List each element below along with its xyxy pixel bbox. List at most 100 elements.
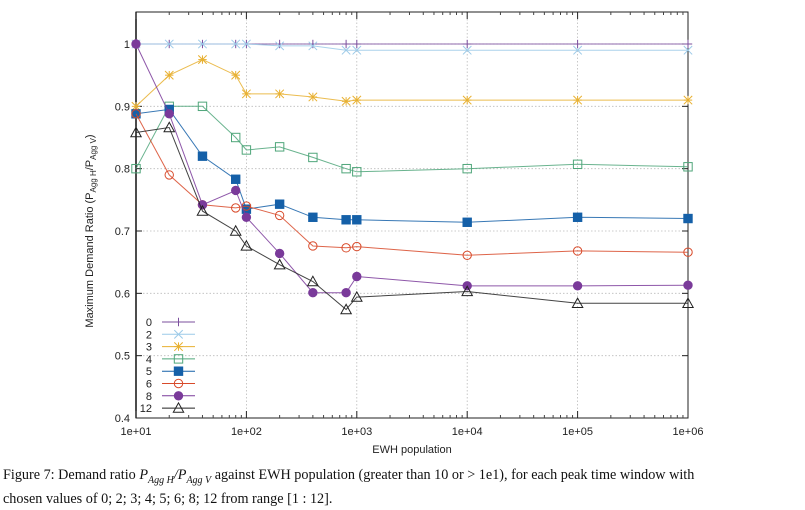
data-point (341, 215, 351, 225)
data-point (275, 41, 285, 51)
data-point (352, 95, 362, 105)
series-line-4 (135, 105, 689, 173)
data-point (341, 45, 351, 55)
data-point (462, 250, 472, 261)
data-point (462, 95, 472, 105)
y-tick-label: 0.4 (115, 413, 130, 425)
data-point (129, 126, 143, 138)
x-tick-label: 1e+05 (562, 426, 593, 438)
caption-line2: chosen values of 0; 2; 3; 4; 5; 6; 8; 12… (3, 490, 333, 507)
series-3 (131, 55, 693, 111)
data-point (462, 45, 472, 55)
data-point (683, 213, 693, 224)
y-tick-label: 0.7 (115, 226, 130, 238)
data-point (572, 159, 583, 170)
series-2 (131, 39, 693, 55)
data-point (197, 151, 208, 161)
data-point (683, 280, 693, 290)
legend-label: 8 (146, 391, 152, 403)
legend-label: 3 (146, 342, 152, 354)
legend-label: 6 (146, 379, 152, 391)
series-6 (131, 109, 693, 261)
x-tick-label: 1e+04 (452, 426, 483, 438)
data-point (352, 45, 362, 55)
x-tick-label: 1e+01 (121, 426, 152, 438)
data-point (683, 95, 693, 105)
grid (136, 12, 688, 418)
data-point (241, 145, 252, 155)
legend-item-2: 2 (146, 329, 195, 341)
data-point (681, 297, 695, 309)
data-point (274, 248, 285, 259)
data-point (341, 288, 351, 298)
data-point (163, 121, 176, 133)
legend-item-12: 12 (140, 401, 195, 415)
data-point (572, 246, 583, 256)
x-tick-label: 1e+06 (673, 426, 704, 438)
data-point (131, 163, 141, 174)
data-point (164, 70, 174, 80)
data-point (308, 288, 318, 298)
legend-item-0: 0 (146, 317, 195, 329)
legend-item-5: 5 (146, 366, 195, 378)
data-point (352, 215, 362, 225)
data-point (241, 39, 251, 49)
legend-item-4: 4 (146, 354, 195, 366)
y-tick-label: 0.5 (115, 351, 130, 363)
data-point (164, 39, 174, 49)
data-point (308, 41, 318, 51)
data-point (683, 39, 693, 49)
legend-marker (173, 354, 184, 364)
series-group (129, 39, 695, 315)
data-point (341, 163, 351, 174)
y-label-prefix: Maximum Demand Ratio (P (84, 193, 96, 328)
data-point (241, 212, 252, 222)
data-point (229, 224, 242, 236)
data-point (196, 204, 209, 216)
y-label-suffix: ) (84, 134, 96, 138)
figure-caption: Figure 7: Demand ratio PAgg H/PAgg V aga… (3, 466, 803, 508)
x-axis-label: EWH population (372, 444, 452, 456)
legend-label: 5 (146, 366, 152, 378)
series-line-6 (135, 113, 689, 256)
data-point (197, 101, 208, 112)
data-point (573, 45, 583, 55)
data-point (241, 89, 251, 99)
axes (135, 11, 689, 419)
y-tick-label: 0.9 (115, 101, 130, 113)
series-line-3 (135, 59, 688, 107)
data-point (572, 212, 583, 222)
data-point (197, 55, 208, 65)
data-point (306, 275, 319, 287)
legend-marker (173, 366, 184, 376)
caption-sub-v: Agg V (186, 474, 212, 486)
y-label-sub1: Agg H (89, 170, 98, 192)
data-point (308, 241, 318, 251)
legend-item-3: 3 (146, 342, 195, 354)
data-point (131, 39, 141, 49)
y-tick-label: 0.8 (115, 164, 130, 176)
data-point (462, 217, 472, 227)
legend-marker (173, 391, 184, 401)
data-point (352, 39, 361, 49)
legend-marker (172, 401, 185, 413)
y-label-sub2: Agg V (89, 137, 98, 159)
data-point (461, 285, 474, 297)
data-point (573, 39, 582, 49)
y-label-mid: /P (84, 160, 96, 170)
y-tick-label: 0.6 (115, 288, 130, 300)
legend-label: 12 (140, 403, 152, 415)
legend-item-6: 6 (146, 379, 195, 391)
data-point (308, 39, 318, 49)
legend-marker (174, 317, 183, 327)
series-line-5 (135, 108, 689, 223)
x-tick-label: 1e+03 (341, 426, 372, 438)
data-point (350, 290, 363, 302)
data-point (274, 210, 285, 221)
series-12 (129, 121, 695, 315)
caption-prefix: Figure 7: Demand ratio (3, 467, 140, 483)
data-point (352, 271, 362, 282)
y-tick-labels: 0.4 0.5 0.6 0.7 0.8 0.9 1 (115, 39, 130, 425)
data-point (231, 174, 241, 184)
